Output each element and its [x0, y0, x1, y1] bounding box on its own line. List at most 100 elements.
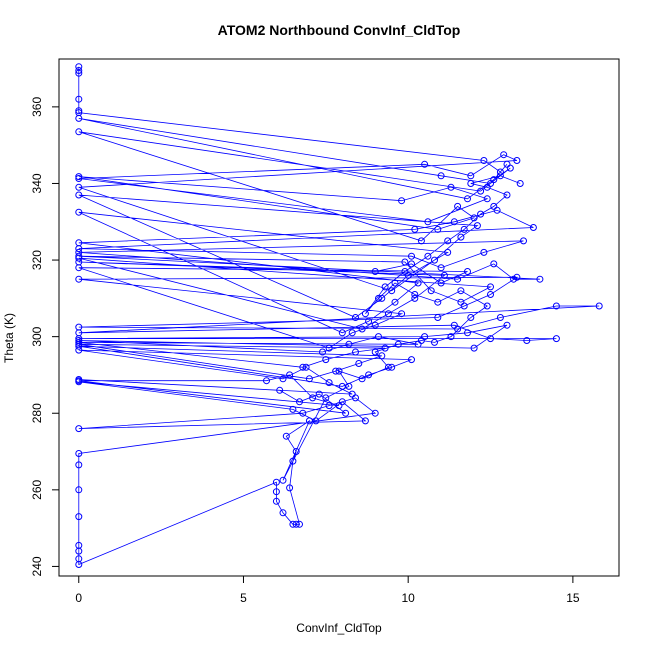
data-point — [552, 335, 560, 343]
data-point — [536, 275, 544, 283]
data-point — [440, 271, 448, 279]
data-point — [296, 398, 303, 406]
data-point — [302, 363, 310, 371]
data-point — [299, 363, 307, 371]
data-point — [75, 114, 83, 122]
data-point — [454, 275, 462, 283]
data-point — [75, 425, 83, 433]
data-point — [477, 210, 485, 218]
data-point — [358, 325, 366, 333]
y-tick-label: 320 — [30, 250, 44, 270]
data-point — [411, 291, 419, 298]
data-point — [460, 225, 468, 233]
data-point — [325, 379, 333, 387]
data-point — [523, 337, 531, 344]
data-point — [529, 224, 537, 231]
data-point — [421, 160, 429, 168]
data-point — [75, 183, 83, 191]
data-point — [276, 386, 284, 394]
data-point — [371, 409, 379, 417]
data-point — [381, 283, 389, 291]
data-point — [444, 248, 452, 256]
data-point — [394, 340, 402, 348]
data-point — [503, 191, 511, 199]
data-point — [75, 378, 83, 386]
data-point — [371, 321, 379, 329]
data-point — [487, 335, 494, 343]
data-point — [292, 520, 300, 528]
data-point — [325, 344, 333, 352]
y-axis-label: Theta (K) — [2, 313, 16, 363]
data-point — [490, 260, 498, 268]
data-point — [378, 294, 386, 302]
data-point — [352, 348, 359, 356]
y-tick-label: 260 — [30, 480, 44, 500]
data-point — [279, 509, 287, 517]
data-point — [322, 394, 330, 402]
data-point — [75, 486, 83, 494]
data-point — [335, 367, 343, 375]
data-point — [296, 520, 303, 528]
series-layer — [75, 63, 603, 568]
data-point — [401, 268, 409, 275]
data-point — [401, 258, 409, 266]
y-axis: 240 260 280 300 320 340 360 — [30, 97, 60, 576]
data-point — [467, 172, 475, 180]
data-point — [431, 338, 438, 346]
data-point — [272, 488, 280, 496]
data-point — [506, 164, 514, 172]
data-point — [319, 348, 326, 356]
data-point — [480, 248, 488, 256]
data-point — [490, 176, 498, 184]
data-point — [411, 225, 419, 233]
data-point — [454, 202, 462, 210]
data-point — [444, 237, 452, 245]
data-point — [75, 264, 83, 272]
data-point — [414, 279, 422, 287]
data-point — [381, 344, 389, 352]
data-point — [286, 371, 294, 379]
data-point — [447, 333, 455, 341]
data-point — [75, 342, 83, 350]
data-point — [483, 195, 491, 203]
data-point — [408, 260, 415, 268]
data-point — [279, 476, 287, 484]
data-point — [457, 233, 465, 241]
data-point — [496, 168, 504, 176]
data-point — [450, 321, 458, 329]
data-point — [352, 394, 359, 402]
data-point — [520, 237, 527, 245]
data-point — [75, 208, 83, 216]
data-point — [75, 175, 83, 182]
data-point — [289, 457, 297, 465]
data-point — [348, 329, 356, 337]
y-tick-label: 280 — [30, 403, 44, 423]
y-tick-label: 340 — [30, 173, 44, 193]
data-point — [375, 294, 382, 302]
data-point — [75, 513, 83, 521]
data-point — [325, 402, 333, 410]
data-point — [338, 382, 346, 390]
data-point — [75, 346, 83, 354]
data-point — [437, 172, 445, 180]
data-point — [75, 254, 83, 262]
data-point — [408, 252, 415, 260]
data-point — [391, 279, 399, 287]
data-point — [75, 245, 83, 253]
data-point — [384, 310, 392, 318]
data-point — [75, 128, 83, 136]
data-point — [477, 187, 485, 195]
x-tick-label: 15 — [566, 591, 580, 605]
data-point — [496, 172, 504, 180]
data-point — [365, 317, 373, 325]
data-point — [437, 279, 445, 287]
data-point — [464, 329, 471, 337]
data-point — [282, 432, 290, 440]
data-point — [470, 214, 478, 222]
data-point — [427, 287, 435, 295]
data-point — [437, 264, 445, 272]
data-point — [516, 180, 524, 187]
chart-title: ATOM2 Northbound ConvInf_CldTop — [218, 22, 461, 38]
data-point — [460, 302, 468, 310]
data-point — [75, 275, 83, 283]
